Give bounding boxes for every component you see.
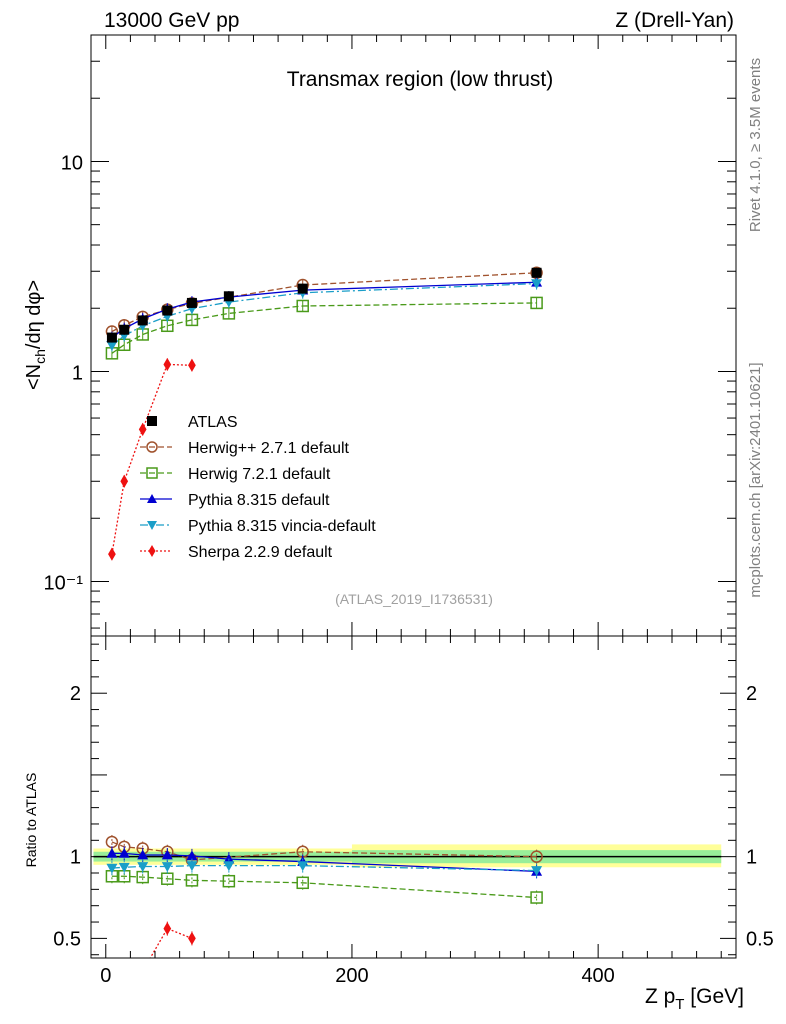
ratio-frame xyxy=(90,635,737,959)
marker-square xyxy=(146,467,158,479)
series-line xyxy=(111,272,537,333)
legend-label: Sherpa 2.2.9 default xyxy=(188,544,333,561)
marker-diamond xyxy=(139,964,147,977)
marker-circle xyxy=(146,441,158,453)
header-right: Z (Drell-Yan) xyxy=(615,9,734,32)
marker-diamond xyxy=(108,999,116,1012)
series-line xyxy=(111,302,537,354)
marker-diamond xyxy=(188,931,196,945)
marker-triangle-up xyxy=(106,847,118,858)
marker-data-point xyxy=(162,305,173,316)
marker-data-point xyxy=(147,416,157,426)
ratio-series-line xyxy=(149,927,193,958)
marker-square xyxy=(296,299,309,313)
marker-square xyxy=(530,296,543,310)
marker-triangle-up xyxy=(186,850,198,861)
series-line xyxy=(111,282,537,346)
marker-triangle-down xyxy=(147,521,157,530)
y-tick-label: 10⁻¹ xyxy=(44,572,84,594)
marker-diamond xyxy=(138,422,147,436)
marker-triangle-up xyxy=(161,849,173,860)
legend-label: ATLAS xyxy=(188,414,238,431)
ratio-y-tick-label-right: 1 xyxy=(746,847,757,869)
marker-triangle-up xyxy=(223,853,235,864)
y-tick-label: 10 xyxy=(61,152,83,174)
marker-triangle-down xyxy=(106,863,118,874)
watermark: (ATLAS_2019_I1736531) xyxy=(335,591,493,607)
legend-label: Herwig++ 2.7.1 default xyxy=(188,440,350,457)
marker-circle xyxy=(530,850,543,863)
marker-data-point xyxy=(119,324,130,335)
chart-title: Transmax region (low thrust) xyxy=(287,68,553,91)
marker-triangle-down xyxy=(223,861,235,872)
ratio-series-line xyxy=(111,864,537,872)
marker-triangle-down xyxy=(118,862,130,873)
marker-diamond xyxy=(120,982,128,995)
marker-triangle-up xyxy=(147,494,157,503)
legend-label: Pythia 8.315 vincia-default xyxy=(188,518,376,535)
ratio-y-tick-label-right: 2 xyxy=(746,683,757,705)
ratio-y-tick-label: 0.5 xyxy=(53,928,81,950)
marker-data-point xyxy=(531,267,542,278)
marker-diamond xyxy=(188,358,196,372)
ratio-y-axis-label: Ratio to ATLAS xyxy=(23,773,39,868)
ratio-panel: 0 200 400 0.5 0.5 1 1 2 2 Ratio to ATLAS Z pT [G… xyxy=(23,635,774,1013)
marker-diamond xyxy=(148,545,156,557)
legend: ATLAS Herwig++ 2.7.1 default Herwig 7.2.1 … xyxy=(140,414,376,561)
x-tick-label: 400 xyxy=(581,965,614,987)
marker-diamond xyxy=(120,474,129,488)
mcplots-label: mcplots.cern.ch [arXiv:2401.10621] xyxy=(747,362,764,597)
marker-triangle-down xyxy=(531,279,543,290)
marker-data-point xyxy=(186,297,197,308)
marker-diamond xyxy=(163,921,172,936)
marker-triangle-down xyxy=(297,861,309,872)
marker-square xyxy=(185,874,199,887)
marker-triangle-up xyxy=(118,847,130,858)
marker-triangle-down xyxy=(161,862,173,872)
y-tick-label: 1 xyxy=(72,362,83,384)
marker-triangle-down xyxy=(106,341,118,351)
main-panel: 10⁻¹ 1 10 Transmax region (low thrust) (AT… xyxy=(23,34,737,637)
y-axis-label: <Nch/dη dφ> xyxy=(23,280,48,390)
legend-label: Herwig 7.2.1 default xyxy=(188,466,331,483)
series-line xyxy=(111,281,537,339)
marker-square xyxy=(296,876,309,890)
marker-triangle-down xyxy=(186,861,198,872)
marker-diamond xyxy=(108,547,116,561)
ratio-y-tick-label: 2 xyxy=(70,683,81,705)
rivet-label: Rivet 4.1.0, ≥ 3.5M events xyxy=(747,58,764,232)
ratio-y-tick-label-right: 0.5 xyxy=(746,928,774,950)
marker-data-point xyxy=(297,283,308,294)
legend-label: Pythia 8.315 default xyxy=(188,492,330,509)
ratio-series-line xyxy=(111,875,537,899)
ratio-y-tick-label: 1 xyxy=(70,847,81,869)
marker-triangle-up xyxy=(137,849,149,860)
marker-triangle-down xyxy=(531,866,543,877)
x-tick-label: 0 xyxy=(100,965,111,987)
x-tick-label: 200 xyxy=(335,965,368,987)
header-left: 13000 GeV pp xyxy=(104,9,239,32)
marker-data-point xyxy=(137,315,148,326)
x-axis-label: Z pT [GeV] xyxy=(645,985,744,1013)
marker-data-point xyxy=(106,332,117,343)
marker-data-point xyxy=(223,291,234,302)
marker-square xyxy=(530,891,543,904)
marker-square xyxy=(222,874,236,888)
marker-diamond xyxy=(163,357,172,372)
marker-triangle-down xyxy=(137,862,149,872)
